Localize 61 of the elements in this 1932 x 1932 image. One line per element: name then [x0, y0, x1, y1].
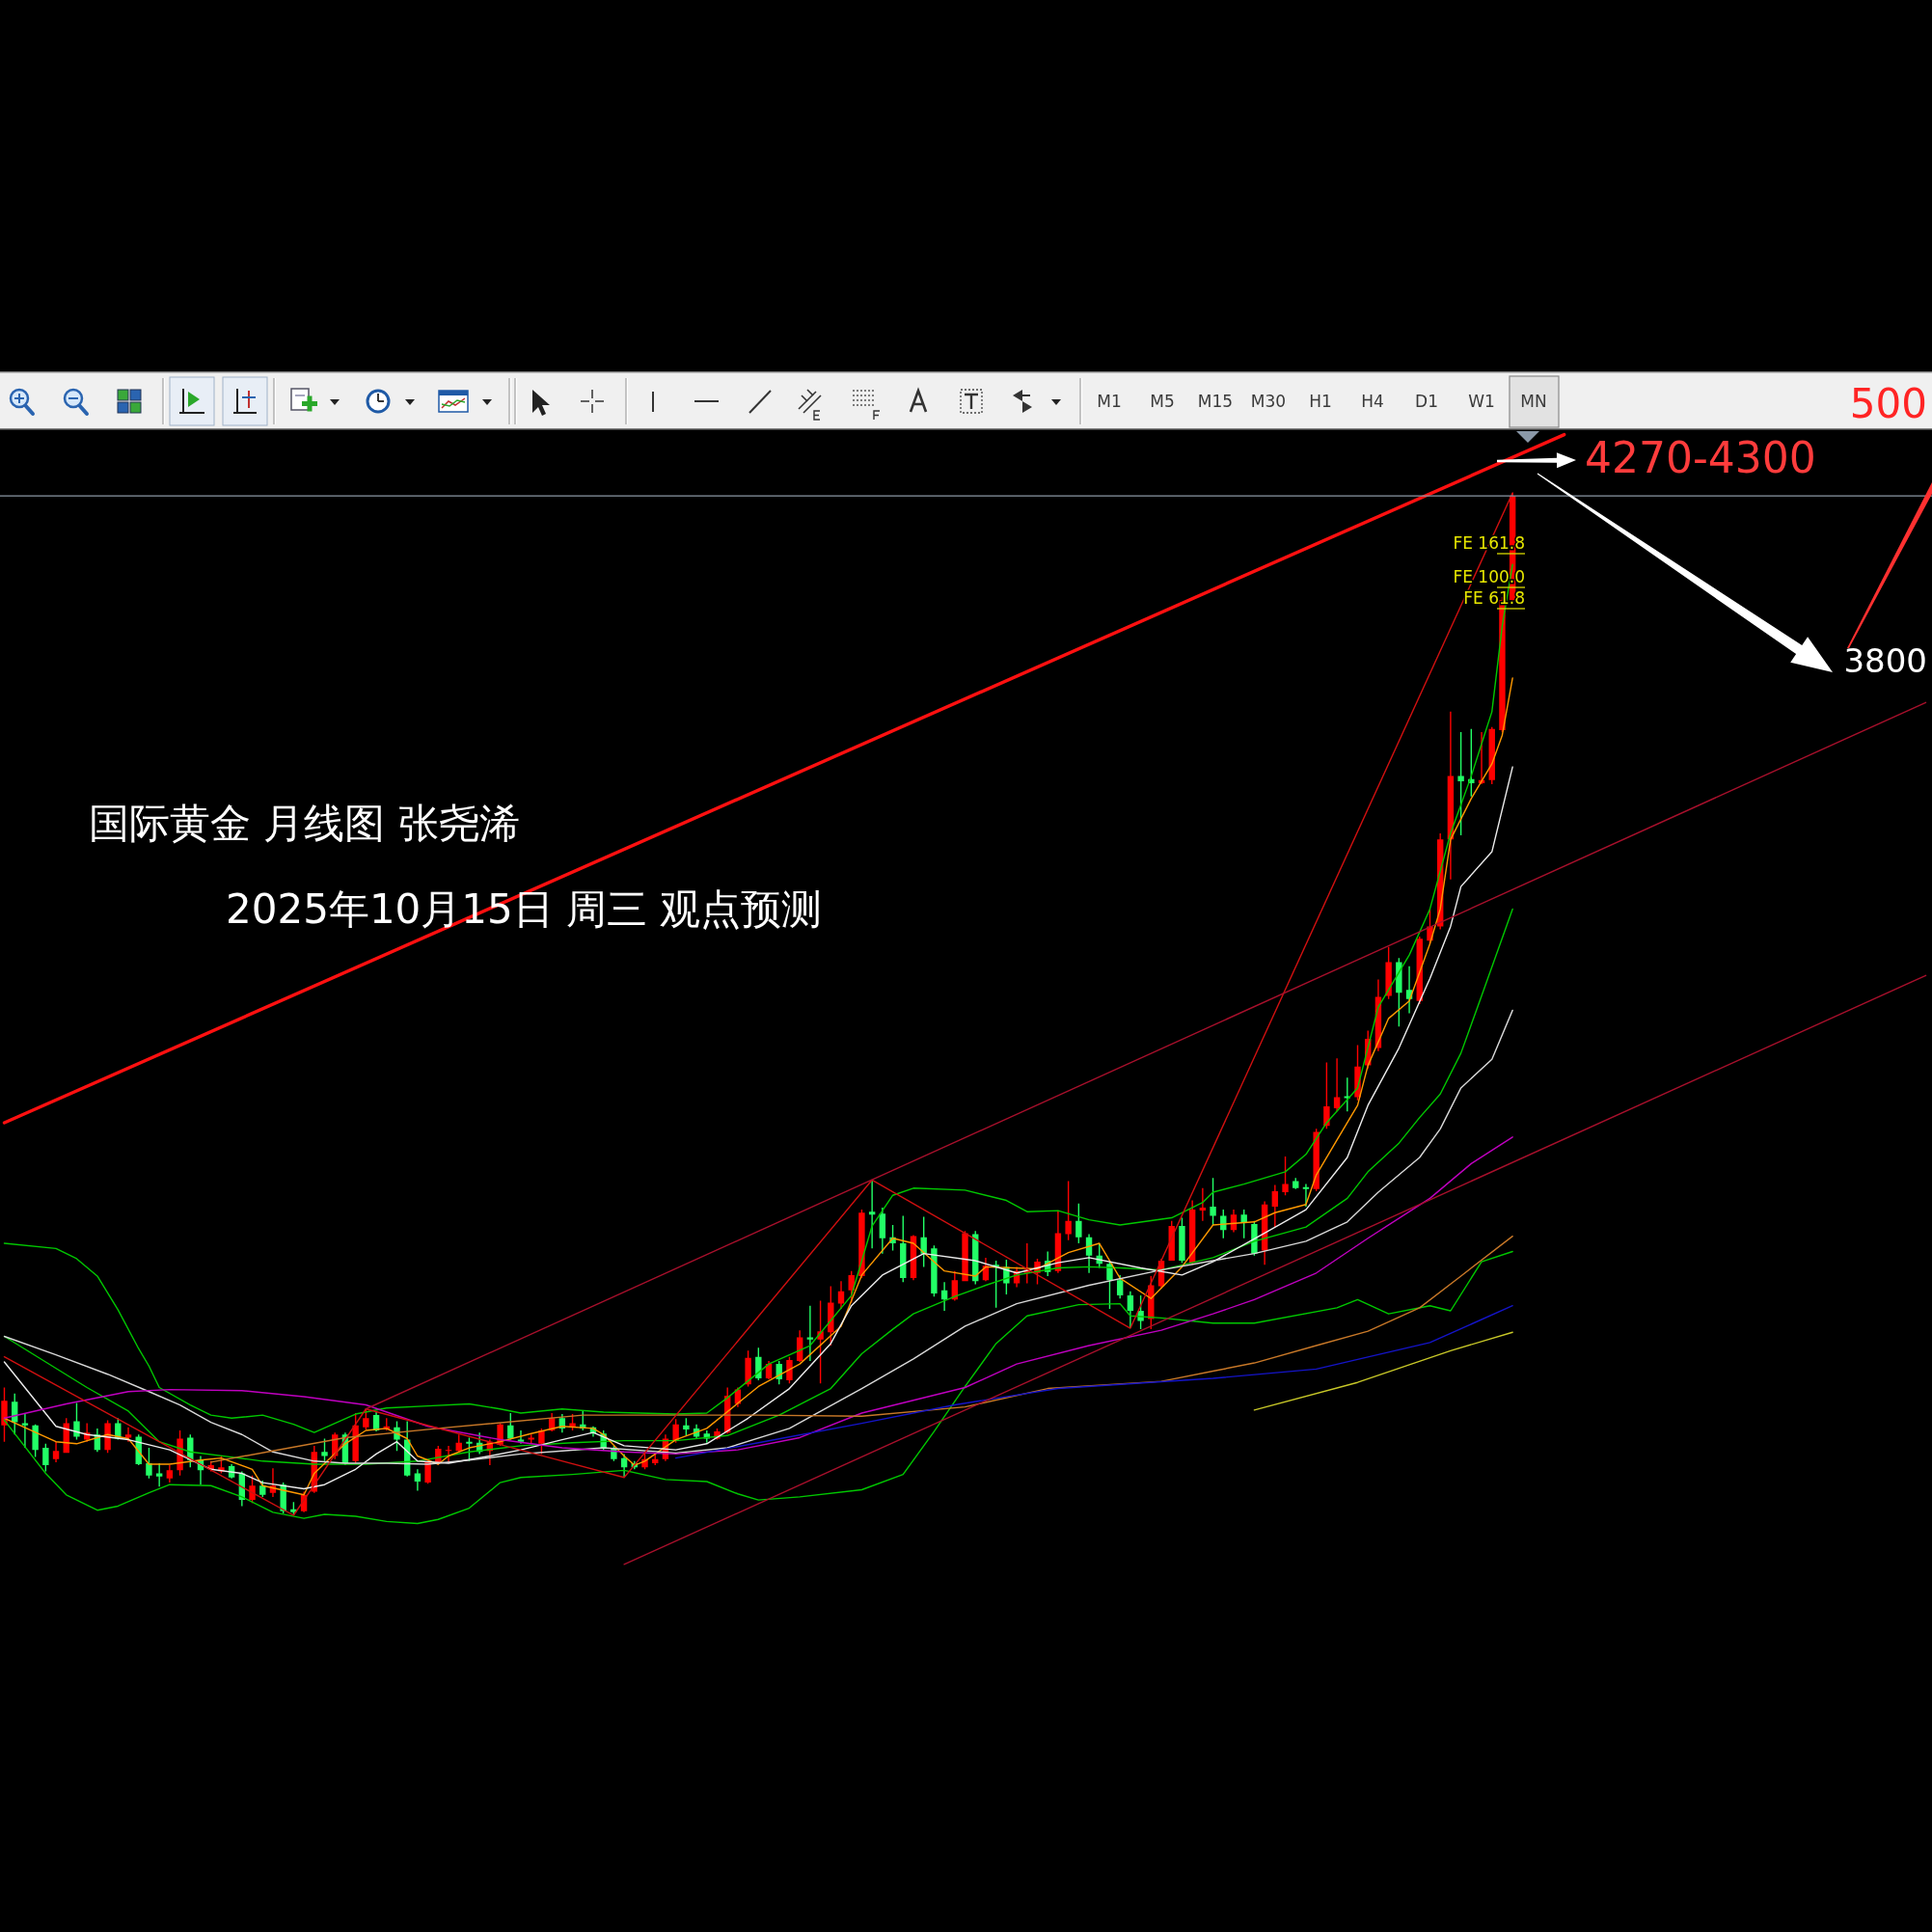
candlestick [1065, 1181, 1072, 1240]
candlestick [1271, 1184, 1279, 1228]
candlestick [363, 1408, 369, 1429]
candlestick [42, 1443, 49, 1472]
candlestick [879, 1207, 886, 1254]
candlestick [166, 1465, 174, 1483]
candlestick [321, 1438, 328, 1461]
candlestick [745, 1350, 751, 1387]
candlestick [1199, 1187, 1207, 1221]
candlestick [1385, 946, 1392, 999]
candlestick [32, 1424, 39, 1457]
text: 500 [1849, 380, 1927, 427]
candlestick [1054, 1211, 1062, 1273]
candlestick [1396, 958, 1402, 1027]
candlestick [1127, 1291, 1134, 1329]
text: 国际黄金 月线图 张尧浠 [89, 800, 520, 847]
text: MN [1520, 392, 1547, 411]
candlestick [1447, 711, 1455, 880]
candlestick [806, 1305, 814, 1361]
candlestick [683, 1418, 690, 1436]
text: M5 [1150, 392, 1175, 411]
candlestick [1293, 1178, 1299, 1189]
text: 4270-4300 [1585, 433, 1816, 482]
candlestick [1, 1387, 8, 1442]
candlestick [1230, 1210, 1238, 1233]
annotation: 3800 [1843, 641, 1927, 680]
candlestick [962, 1231, 968, 1282]
text: W1 [1468, 392, 1495, 411]
candlestick [837, 1281, 845, 1309]
candlestick [155, 1462, 163, 1487]
text: M30 [1250, 392, 1287, 411]
candlestick [414, 1469, 422, 1491]
candlestick [951, 1270, 959, 1301]
candlestick [620, 1454, 628, 1478]
candlestick [1302, 1184, 1310, 1207]
candlestick [1323, 1062, 1330, 1129]
candlestick [1333, 1058, 1341, 1112]
candlestick [765, 1360, 773, 1380]
candlestick [1116, 1274, 1124, 1299]
candlestick [52, 1441, 60, 1462]
candlestick [1313, 1129, 1320, 1191]
text: H4 [1361, 392, 1384, 411]
candlestick [1085, 1234, 1093, 1273]
candlestick [940, 1282, 948, 1311]
candlestick [73, 1402, 80, 1440]
candlestick [1075, 1203, 1082, 1244]
candlestick [828, 1286, 834, 1347]
candlestick [786, 1356, 793, 1384]
candlestick [424, 1460, 431, 1484]
candlestick [1179, 1217, 1185, 1264]
candlestick [796, 1330, 803, 1362]
text: M15 [1197, 392, 1234, 411]
text: D1 [1415, 392, 1438, 411]
candlestick [104, 1420, 111, 1454]
candlestick [931, 1245, 938, 1297]
candlestick [528, 1434, 534, 1444]
candlestick [146, 1448, 152, 1479]
candlestick [868, 1180, 876, 1249]
candlestick [755, 1347, 762, 1381]
text: H1 [1309, 392, 1332, 411]
text: M1 [1097, 392, 1122, 411]
